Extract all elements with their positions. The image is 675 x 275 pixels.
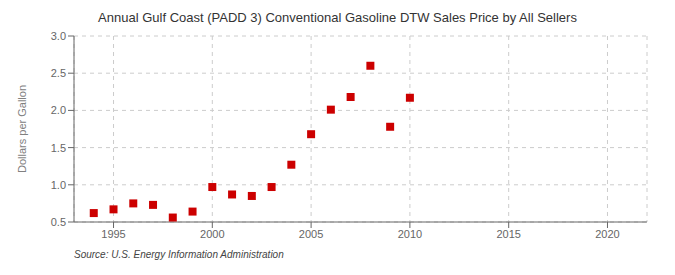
- html-text:Source: U.S. Energy Informatio: Source: U.S. Energy Information Administ…: [74, 249, 284, 260]
- svg-text:2.5: 2.5: [51, 67, 66, 79]
- svg-text:2010: 2010: [398, 228, 422, 240]
- svg-text:2015: 2015: [496, 228, 520, 240]
- svg-text:Dollars per Gallon: Dollars per Gallon: [16, 85, 28, 173]
- svg-text:2.0: 2.0: [51, 104, 66, 116]
- svg-text:1.0: 1.0: [51, 179, 66, 191]
- html-text:Annual Gulf Coast (PADD 3) Con: Annual Gulf Coast (PADD 3) Conventional …: [98, 10, 577, 25]
- svg-text:0.5: 0.5: [51, 216, 66, 228]
- svg-text:2020: 2020: [595, 228, 619, 240]
- svg-text:2005: 2005: [299, 228, 323, 240]
- svg-text:3.0: 3.0: [51, 30, 66, 42]
- svg-text:1995: 1995: [101, 228, 125, 240]
- svg-text:1.5: 1.5: [51, 142, 66, 154]
- svg-text:2000: 2000: [200, 228, 224, 240]
